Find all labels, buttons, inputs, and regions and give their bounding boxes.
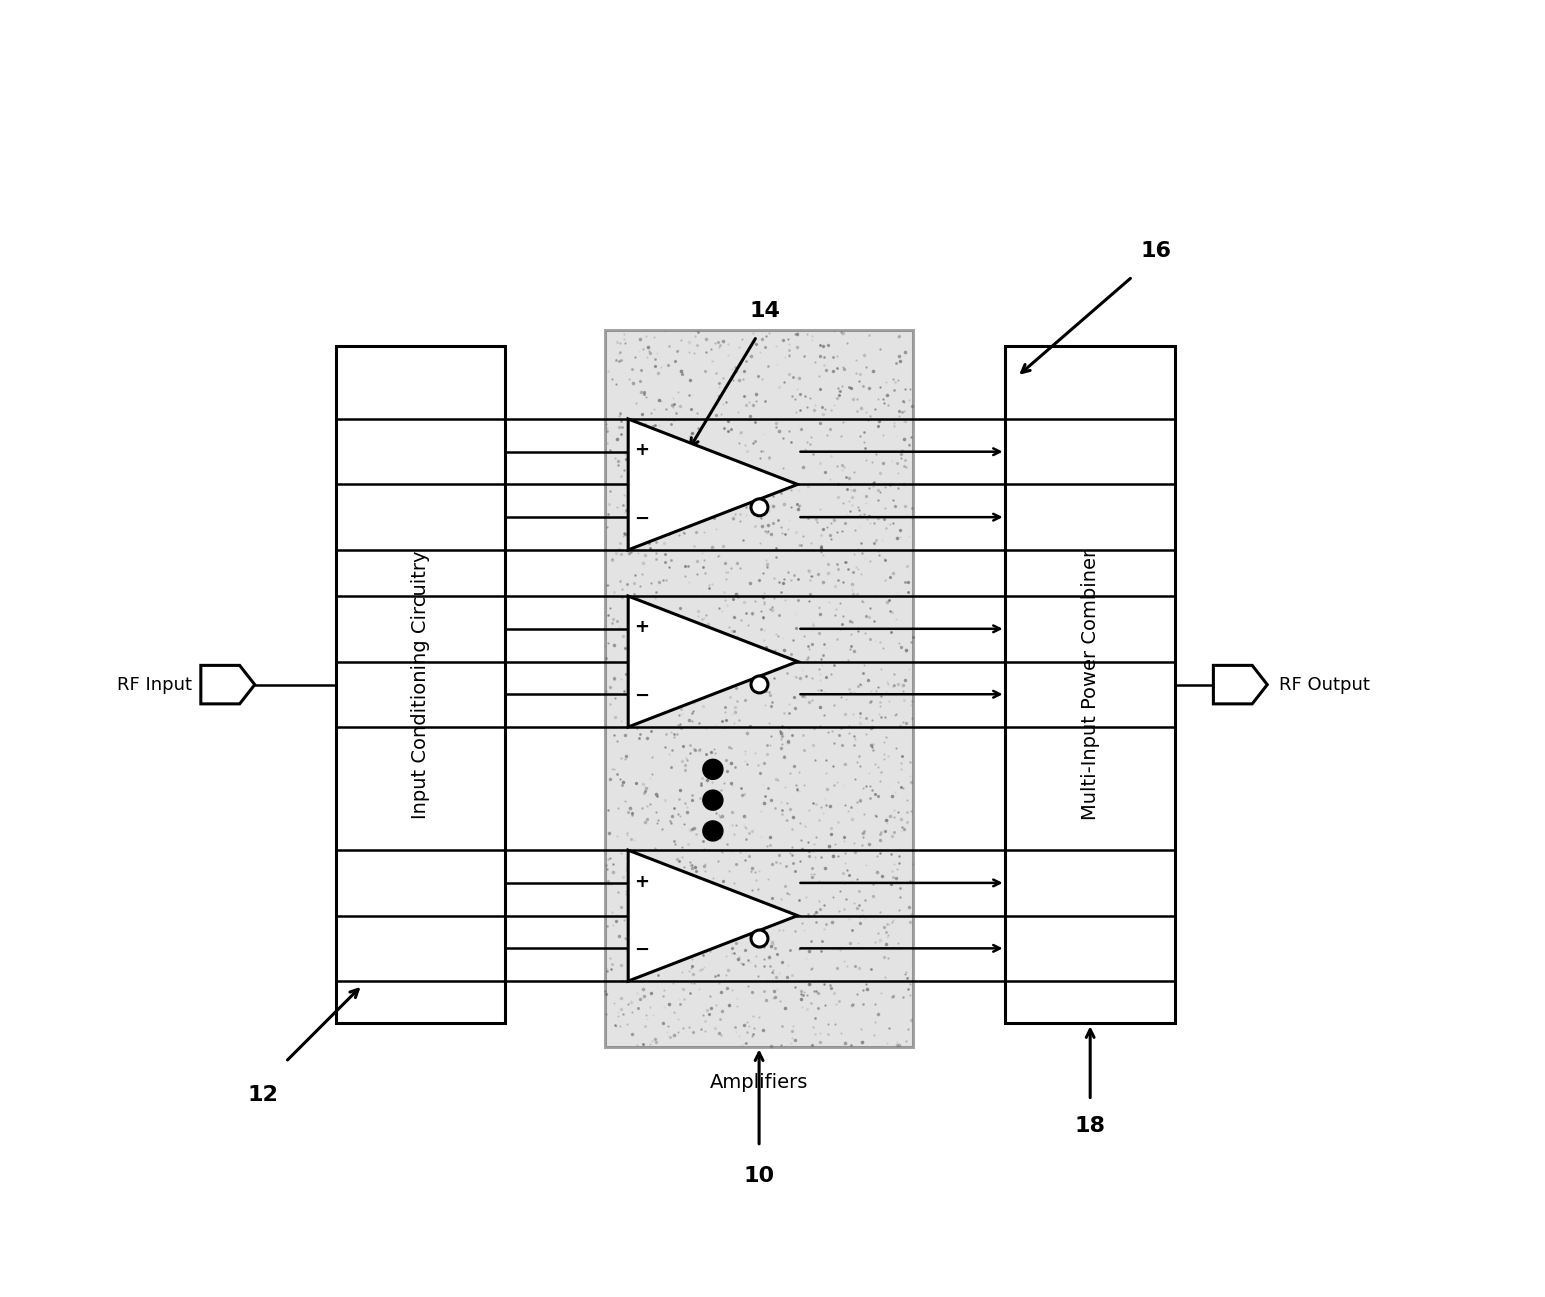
Circle shape [703,759,723,779]
Bar [1006,346,1174,1023]
Circle shape [703,821,723,840]
Text: +: + [635,873,649,891]
Text: −: − [635,686,649,704]
Polygon shape [201,665,255,704]
Bar [335,346,505,1023]
Bar [606,331,913,1047]
Text: RF Input: RF Input [116,676,192,694]
Polygon shape [629,597,797,728]
Circle shape [751,930,768,947]
Circle shape [703,790,723,811]
Text: 18: 18 [1075,1115,1106,1136]
Text: −: − [635,510,649,528]
Polygon shape [1213,665,1267,704]
Text: 12: 12 [247,1086,278,1105]
Polygon shape [629,419,797,550]
Text: −: − [635,940,649,958]
Text: 16: 16 [1140,241,1171,261]
Text: 10: 10 [743,1166,774,1185]
Text: +: + [635,619,649,637]
Circle shape [751,676,768,693]
Text: Multi-Input Power Combiner: Multi-Input Power Combiner [1080,549,1100,820]
Polygon shape [629,850,797,981]
Text: 14: 14 [749,301,780,320]
Text: RF Output: RF Output [1279,676,1370,694]
Text: Input Conditioning Circuitry: Input Conditioning Circuitry [411,550,430,818]
Text: +: + [635,441,649,459]
Text: Amplifiers: Amplifiers [709,1074,808,1092]
Circle shape [751,499,768,516]
